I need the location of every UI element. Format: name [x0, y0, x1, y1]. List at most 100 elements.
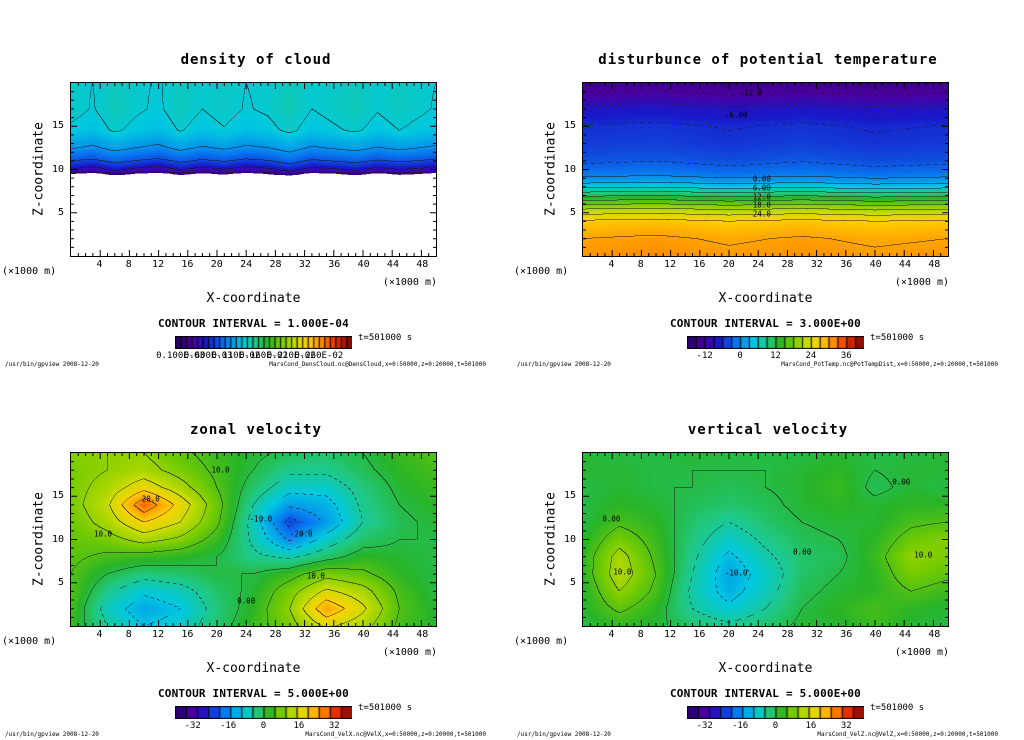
dataset-footer: MarsCond_PotTemp.nc@PotTempDist,x=0:5000… — [781, 361, 998, 368]
command-footer: /usr/bin/gpview 2008-12-20 — [517, 361, 611, 368]
colorbar-tick-label: 0.260E-02 — [294, 351, 344, 361]
x-tick-label: 32 — [298, 629, 311, 640]
y-tick-label: 15 — [51, 119, 64, 131]
x-tick-label: 4 — [608, 259, 615, 270]
command-footer: /usr/bin/gpview 2008-12-20 — [5, 731, 99, 738]
panel-density-of-cloud: density of cloud Z-coordinate (×1000 m) … — [0, 0, 512, 370]
contour-line-label: -6.00 — [724, 110, 748, 120]
contour-line-label: 10.0 — [211, 465, 230, 474]
command-footer: /usr/bin/gpview 2008-12-20 — [5, 361, 99, 368]
contour-field-canvas — [71, 453, 436, 626]
plot-area — [70, 452, 437, 627]
y-tick-label: 10 — [51, 533, 64, 545]
y-tick-label: 5 — [57, 577, 64, 589]
x-tick-label: 40 — [869, 629, 882, 640]
colorbar-tick-label: 0 — [737, 351, 743, 361]
y-axis-unit: (×1000 m) — [514, 636, 569, 647]
x-tick-label: 28 — [269, 259, 282, 270]
x-tick-label: 24 — [240, 629, 253, 640]
panel-potential-temperature-disturbance: disturbunce of potential temperature Z-c… — [512, 0, 1024, 370]
colorbar — [687, 336, 864, 349]
x-tick-label: 12 — [152, 629, 165, 640]
contour-field-canvas — [583, 453, 948, 626]
time-label: t=501000 s — [358, 703, 413, 713]
colorbar-tick-label: 36 — [840, 351, 852, 361]
plot-area — [70, 82, 437, 257]
colorbar-tick-label: 0.110E-02 — [211, 351, 261, 361]
contour-line-label: 6.00 — [752, 183, 771, 193]
colorbar-tick-label: 12 — [770, 351, 781, 361]
plot-area — [582, 452, 949, 627]
colorbar-tick-label: 32 — [840, 721, 852, 731]
colorbar-tick-label: 0.600E-03 — [183, 351, 233, 361]
x-tick-label: 24 — [752, 259, 765, 270]
contour-interval-label: CONTOUR INTERVAL = 5.000E+00 — [157, 687, 350, 700]
contour-line-label: -12.0 — [739, 88, 763, 97]
x-tick-label: 12 — [152, 259, 165, 270]
contour-line-label: 10.0 — [613, 567, 632, 577]
colorbar-tick-label: 16 — [805, 721, 817, 731]
colorbar-tick-label: 0 — [260, 721, 267, 731]
x-axis-label: X-coordinate — [206, 291, 301, 306]
x-tick-label: 40 — [357, 629, 370, 640]
x-tick-label: 8 — [637, 629, 644, 640]
x-tick-label: 20 — [722, 629, 735, 640]
colorbar-tick-label: 32 — [328, 721, 340, 731]
x-axis-unit: (×1000 m) — [894, 647, 949, 658]
x-tick-label: 36 — [840, 629, 853, 640]
x-tick-label: 48 — [416, 629, 429, 640]
contour-line-label: 10.0 — [914, 550, 933, 560]
x-axis-unit: (×1000 m) — [382, 647, 437, 658]
x-tick-label: 8 — [125, 629, 132, 640]
x-tick-label: 28 — [269, 629, 282, 640]
colorbar-tick-label: -12 — [696, 351, 713, 361]
x-tick-label: 48 — [928, 629, 941, 640]
colorbar-tick-label: 0.210E-02 — [266, 351, 316, 361]
x-tick-label: 40 — [869, 259, 882, 270]
panel-title: zonal velocity — [189, 421, 322, 438]
colorbar-tick-label: -32 — [696, 721, 713, 731]
x-tick-label: 16 — [181, 629, 194, 640]
x-tick-label: 16 — [181, 259, 194, 270]
contour-line-label: -10.0 — [724, 568, 748, 578]
x-tick-label: 32 — [810, 629, 823, 640]
contour-line-label: 10.0 — [93, 529, 113, 539]
x-tick-label: 20 — [722, 259, 735, 270]
x-axis-unit: (×1000 m) — [894, 277, 949, 288]
contour-line-label: 0.00 — [602, 514, 621, 524]
dataset-footer: MarsCond_DensCloud.nc@DensCloud,x=0:5000… — [269, 361, 486, 368]
panel-title: disturbunce of potential temperature — [598, 51, 938, 68]
x-tick-label: 24 — [752, 629, 765, 640]
contour-line-label: 10.0 — [306, 571, 325, 581]
time-label: t=501000 s — [870, 333, 925, 343]
contour-line-label: -20.0 — [289, 529, 313, 539]
colorbar-tick-label: -16 — [731, 721, 749, 731]
x-tick-label: 20 — [210, 629, 223, 640]
x-tick-label: 4 — [608, 629, 615, 640]
contour-interval-label: CONTOUR INTERVAL = 5.000E+00 — [669, 687, 862, 700]
y-axis-unit: (×1000 m) — [2, 266, 57, 277]
y-axis-unit: (×1000 m) — [514, 266, 569, 277]
dataset-footer: MarsCond_VelX.nc@VelX,x=0:50000,z=0:2000… — [305, 731, 486, 738]
x-tick-label: 12 — [664, 259, 677, 270]
x-tick-label: 44 — [386, 629, 399, 640]
y-axis-unit: (×1000 m) — [2, 636, 57, 647]
y-tick-label: 15 — [563, 119, 576, 131]
colorbar-tick-label: 0.100E-03 — [156, 351, 205, 361]
x-tick-label: 36 — [328, 629, 341, 640]
panel-title: vertical velocity — [687, 421, 849, 438]
x-tick-label: 48 — [416, 259, 429, 270]
x-tick-label: 16 — [693, 259, 706, 270]
colorbar-tick-label: 16 — [293, 721, 305, 731]
contour-interval-label: CONTOUR INTERVAL = 1.000E-04 — [157, 317, 350, 330]
x-tick-label: 28 — [781, 629, 794, 640]
x-tick-label: 4 — [96, 259, 103, 270]
colorbar — [687, 706, 864, 719]
y-tick-label: 10 — [51, 163, 64, 175]
contour-line-label: 18.0 — [752, 200, 771, 210]
x-tick-label: 44 — [898, 259, 911, 270]
y-tick-label: 15 — [563, 489, 576, 501]
x-tick-label: 12 — [664, 629, 677, 640]
plot-area — [582, 82, 949, 257]
